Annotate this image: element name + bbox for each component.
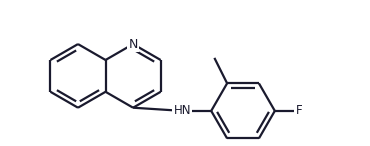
Text: F: F — [296, 104, 302, 117]
Text: HN: HN — [174, 104, 191, 117]
Text: N: N — [128, 38, 138, 51]
